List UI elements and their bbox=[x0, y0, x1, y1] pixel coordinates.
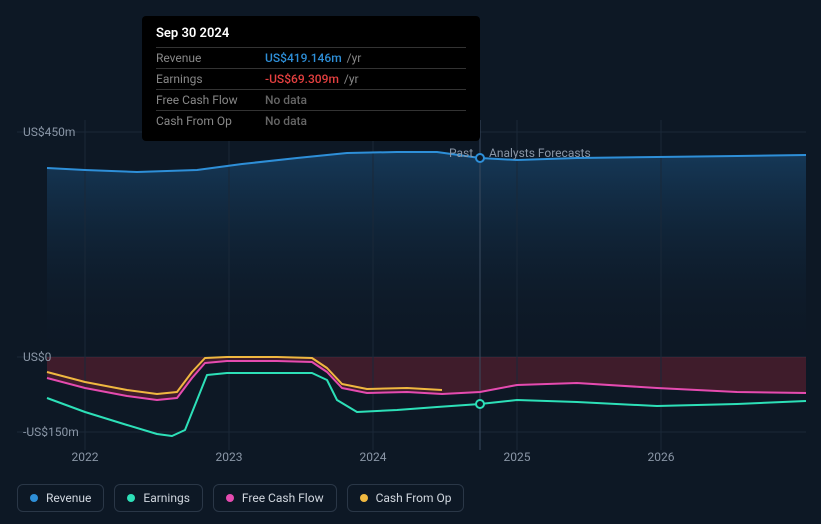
x-axis-label: 2025 bbox=[504, 450, 531, 464]
tooltip-row: Cash From Op No data bbox=[156, 110, 466, 131]
tooltip-metric-value: No data bbox=[265, 93, 307, 107]
legend-label: Cash From Op bbox=[376, 491, 452, 505]
x-axis-label: 2026 bbox=[648, 450, 675, 464]
legend-label: Earnings bbox=[143, 491, 190, 505]
x-axis-label: 2023 bbox=[216, 450, 243, 464]
tooltip-metric-value: -US$69.309m bbox=[265, 72, 339, 86]
tooltip-row: Free Cash Flow No data bbox=[156, 89, 466, 110]
legend-item-free-cash-flow[interactable]: Free Cash Flow bbox=[213, 484, 337, 512]
forecast-label: Analysts Forecasts bbox=[489, 146, 591, 160]
legend-dot-icon bbox=[127, 494, 135, 502]
tooltip-metric-label: Cash From Op bbox=[156, 114, 251, 128]
past-label: Past bbox=[449, 146, 473, 160]
x-axis-label: 2022 bbox=[72, 450, 99, 464]
tooltip-date: Sep 30 2024 bbox=[156, 26, 466, 47]
legend-dot-icon bbox=[226, 494, 234, 502]
legend-item-earnings[interactable]: Earnings bbox=[114, 484, 203, 512]
legend-dot-icon bbox=[30, 494, 38, 502]
tooltip-metric-unit: /yr bbox=[344, 51, 362, 65]
tooltip-metric-value: US$419.146m bbox=[265, 51, 342, 65]
legend-label: Revenue bbox=[46, 491, 91, 505]
legend-item-cash-from-op[interactable]: Cash From Op bbox=[347, 484, 465, 512]
legend-dot-icon bbox=[360, 494, 368, 502]
y-axis-label: US$450m bbox=[23, 125, 75, 139]
chart-tooltip: Sep 30 2024 RevenueUS$419.146m /yrEarnin… bbox=[142, 16, 480, 141]
chart-legend: Revenue Earnings Free Cash Flow Cash From O… bbox=[17, 484, 464, 512]
financial-chart bbox=[17, 120, 806, 450]
tooltip-metric-label: Revenue bbox=[156, 51, 251, 65]
y-axis-label: -US$150m bbox=[23, 425, 79, 439]
tooltip-metric-value: No data bbox=[265, 114, 307, 128]
tooltip-metric-label: Free Cash Flow bbox=[156, 93, 251, 107]
x-axis-label: 2024 bbox=[360, 450, 387, 464]
y-axis-label: US$0 bbox=[23, 350, 51, 364]
legend-item-revenue[interactable]: Revenue bbox=[17, 484, 104, 512]
tooltip-metric-unit: /yr bbox=[341, 72, 359, 86]
tooltip-row: Earnings -US$69.309m /yr bbox=[156, 68, 466, 89]
tooltip-metric-label: Earnings bbox=[156, 72, 251, 86]
tooltip-row: Revenue US$419.146m /yr bbox=[156, 47, 466, 68]
legend-label: Free Cash Flow bbox=[242, 491, 324, 505]
